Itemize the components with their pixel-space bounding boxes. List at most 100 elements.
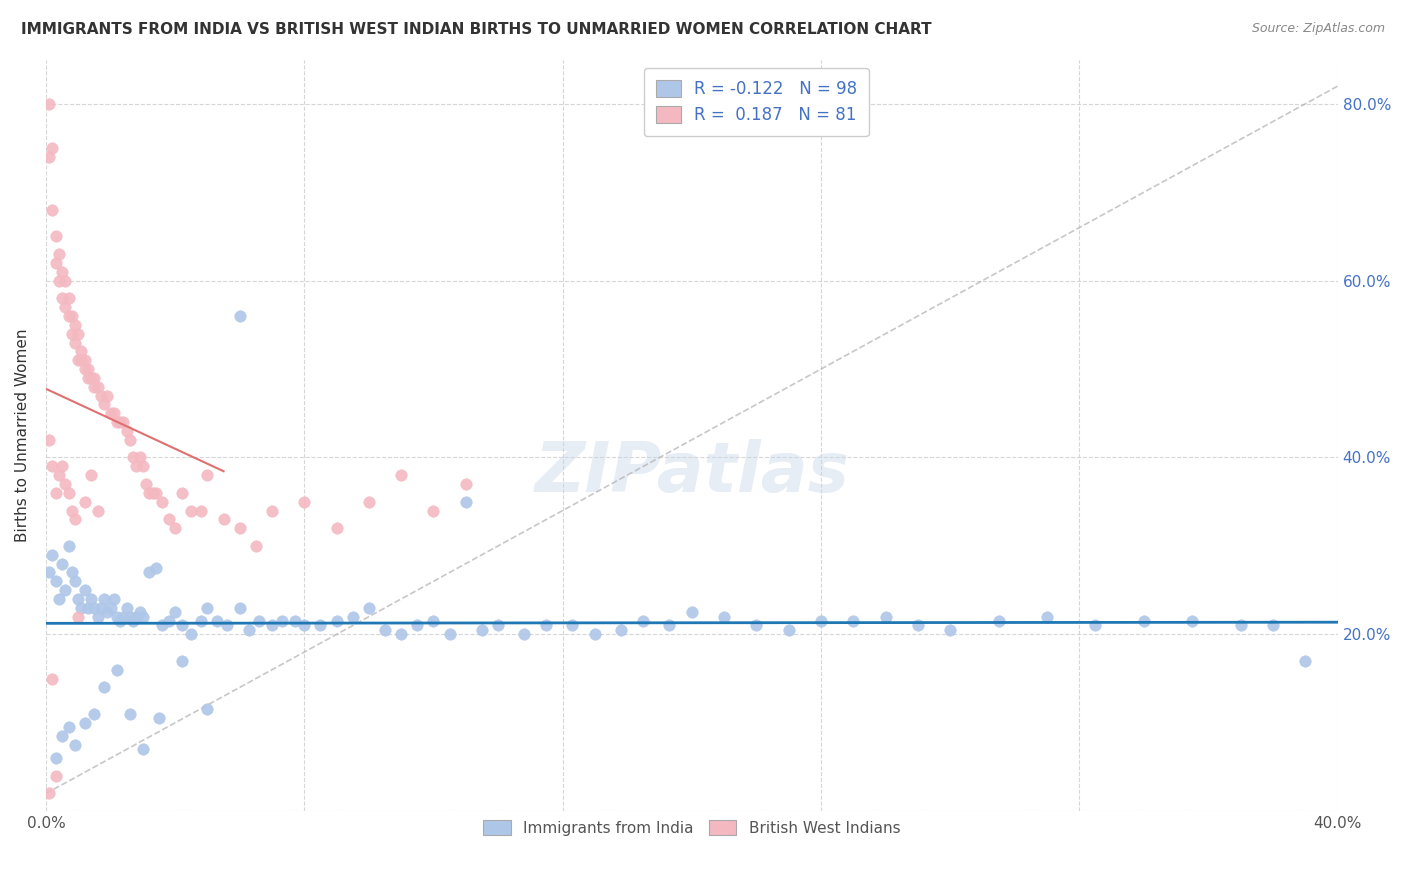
Point <box>41 202 63 217</box>
Point <box>58 291 80 305</box>
Point <box>41 141 63 155</box>
Point <box>1036 609 1059 624</box>
Point <box>471 623 494 637</box>
Point <box>41 459 63 474</box>
Point <box>73 494 96 508</box>
Point <box>157 512 180 526</box>
Point <box>292 494 315 508</box>
Point <box>53 300 76 314</box>
Point <box>51 729 73 743</box>
Point <box>122 450 145 465</box>
Point <box>73 715 96 730</box>
Point <box>745 618 768 632</box>
Point <box>342 609 364 624</box>
Point <box>45 769 67 783</box>
Point <box>141 486 163 500</box>
Point <box>118 433 141 447</box>
Point <box>454 477 477 491</box>
Point <box>118 609 141 624</box>
Point <box>1294 654 1316 668</box>
Point <box>357 600 380 615</box>
Point <box>60 309 83 323</box>
Point <box>63 318 86 332</box>
Point <box>48 468 70 483</box>
Point <box>58 539 80 553</box>
Point <box>284 614 307 628</box>
Point <box>132 609 155 624</box>
Point <box>422 614 444 628</box>
Point <box>103 591 125 606</box>
Point <box>77 362 100 376</box>
Point <box>60 566 83 580</box>
Point <box>561 618 583 632</box>
Point <box>67 353 90 368</box>
Point <box>38 433 60 447</box>
Point <box>260 618 283 632</box>
Point <box>132 459 155 474</box>
Point <box>150 494 173 508</box>
Point <box>110 614 132 628</box>
Point <box>86 380 108 394</box>
Point <box>125 459 148 474</box>
Point <box>150 618 173 632</box>
Point <box>205 614 228 628</box>
Point <box>73 353 96 368</box>
Point <box>228 309 250 323</box>
Point <box>58 720 80 734</box>
Point <box>86 503 108 517</box>
Point <box>112 609 135 624</box>
Point <box>170 618 193 632</box>
Point <box>260 503 283 517</box>
Point <box>122 614 145 628</box>
Point <box>83 706 105 721</box>
Point <box>86 609 108 624</box>
Point <box>45 751 67 765</box>
Point <box>53 274 76 288</box>
Point <box>105 415 128 429</box>
Point <box>63 512 86 526</box>
Point <box>80 468 103 483</box>
Point <box>389 468 412 483</box>
Point <box>406 618 429 632</box>
Point <box>165 521 187 535</box>
Point <box>38 787 60 801</box>
Point <box>83 380 105 394</box>
Point <box>128 605 150 619</box>
Point <box>180 627 202 641</box>
Point <box>170 654 193 668</box>
Point <box>60 503 83 517</box>
Point <box>1133 614 1156 628</box>
Point <box>90 600 112 615</box>
Point <box>110 415 132 429</box>
Point <box>103 406 125 420</box>
Point <box>90 388 112 402</box>
Point <box>536 618 558 632</box>
Legend: Immigrants from India, British West Indians: Immigrants from India, British West Indi… <box>474 811 910 845</box>
Point <box>325 614 347 628</box>
Point <box>77 371 100 385</box>
Point <box>45 256 67 270</box>
Point <box>51 557 73 571</box>
Point <box>112 415 135 429</box>
Point <box>145 486 167 500</box>
Point <box>170 486 193 500</box>
Point <box>45 486 67 500</box>
Point <box>148 711 170 725</box>
Point <box>63 738 86 752</box>
Point <box>513 627 536 641</box>
Point <box>658 618 681 632</box>
Point <box>48 274 70 288</box>
Point <box>73 583 96 598</box>
Point <box>83 371 105 385</box>
Point <box>190 614 212 628</box>
Point <box>875 609 897 624</box>
Point <box>292 618 315 632</box>
Point <box>70 353 93 368</box>
Point <box>96 388 118 402</box>
Point <box>96 605 118 619</box>
Point <box>197 468 219 483</box>
Text: IMMIGRANTS FROM INDIA VS BRITISH WEST INDIAN BIRTHS TO UNMARRIED WOMEN CORRELATI: IMMIGRANTS FROM INDIA VS BRITISH WEST IN… <box>21 22 932 37</box>
Point <box>53 477 76 491</box>
Point <box>115 600 138 615</box>
Point <box>45 574 67 589</box>
